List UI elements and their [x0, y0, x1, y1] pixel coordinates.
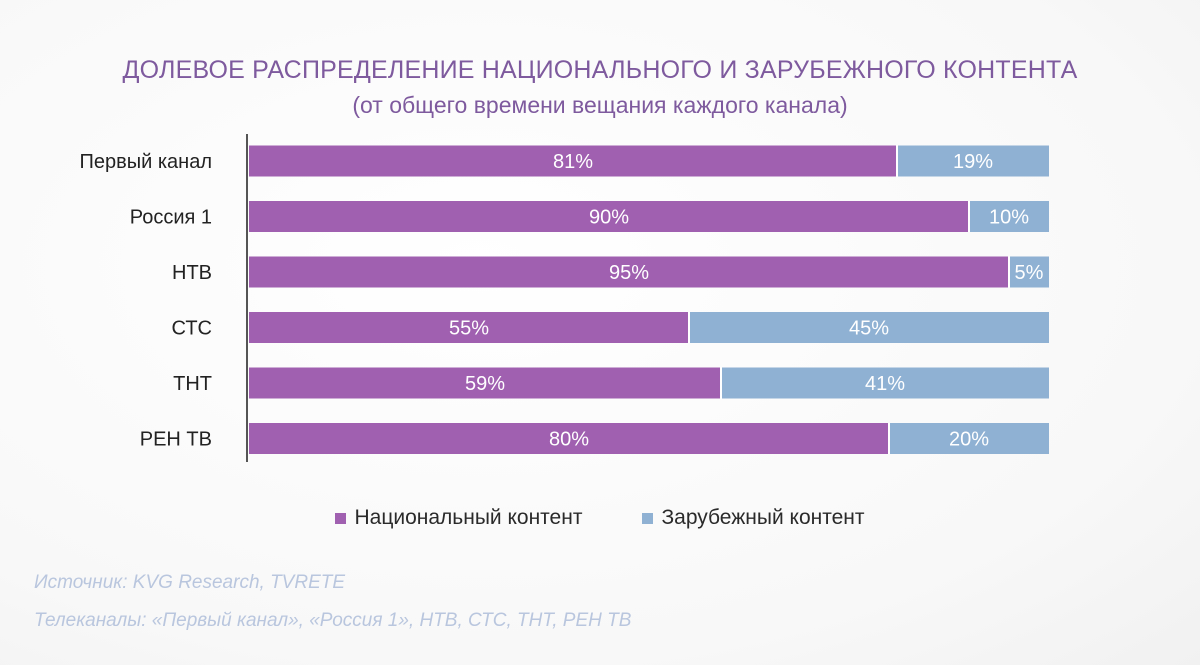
category-label: Первый канал	[80, 151, 213, 173]
data-label: 5%	[1015, 262, 1044, 284]
data-label: 55%	[449, 318, 489, 340]
data-label: 20%	[949, 429, 989, 451]
chart-legend: Национальный контент Зарубежный контент	[0, 506, 1200, 530]
bar-national	[249, 145, 897, 177]
source-note: Источник: KVG Research, TVRETE	[34, 572, 346, 593]
legend-label-national: Национальный контент	[354, 506, 583, 529]
bar-foreign	[889, 423, 1049, 454]
data-label: 41%	[865, 373, 905, 395]
stacked-bar-chart: Первый канал 81% 19% Россия 1 90% 10% НТВ 95% 5%…	[80, 134, 1049, 462]
data-label: 10%	[989, 207, 1029, 229]
bar-foreign	[721, 367, 1049, 399]
data-label: 81%	[553, 151, 593, 173]
bar-national	[249, 312, 689, 343]
bar-separator	[720, 367, 722, 399]
data-label: 95%	[609, 262, 649, 284]
category-label: НТВ	[172, 262, 212, 284]
chart-title: ДОЛЕВОЕ РАСПРЕДЕЛЕНИЕ НАЦИОНАЛЬНОГО И ЗА…	[122, 56, 1078, 84]
bar-foreign	[689, 312, 1049, 343]
bar-national	[249, 367, 721, 399]
data-label: 19%	[953, 151, 993, 173]
category-label: ТНТ	[173, 373, 212, 395]
category-label: Россия 1	[130, 207, 212, 229]
legend-item-foreign: Зарубежный контент	[642, 506, 865, 530]
bar-national	[249, 256, 1009, 288]
bar-separator	[1008, 256, 1010, 288]
legend-swatch-national	[335, 512, 347, 524]
legend-label-foreign: Зарубежный контент	[661, 506, 865, 529]
category-label: СТС	[172, 318, 212, 340]
bar-foreign	[1009, 256, 1049, 288]
data-label: 80%	[549, 429, 589, 451]
bar-national	[249, 201, 969, 232]
bar-separator	[688, 312, 690, 343]
channels-note: Телеканалы: «Первый канал», «Россия 1», …	[34, 610, 632, 631]
bar-foreign	[897, 145, 1049, 177]
bar-separator	[896, 145, 898, 177]
data-label: 90%	[589, 207, 629, 229]
chart-subtitle: (от общего времени вещания каждого канал…	[352, 92, 848, 118]
bar-separator	[888, 423, 890, 454]
legend-swatch-foreign	[642, 512, 654, 524]
category-label: РЕН ТВ	[140, 429, 212, 451]
legend-item-national: Национальный контент	[335, 506, 582, 530]
data-label: 45%	[849, 318, 889, 340]
data-label: 59%	[465, 373, 505, 395]
bar-separator	[968, 201, 970, 232]
bar-foreign	[969, 201, 1049, 232]
bar-national	[249, 423, 889, 454]
